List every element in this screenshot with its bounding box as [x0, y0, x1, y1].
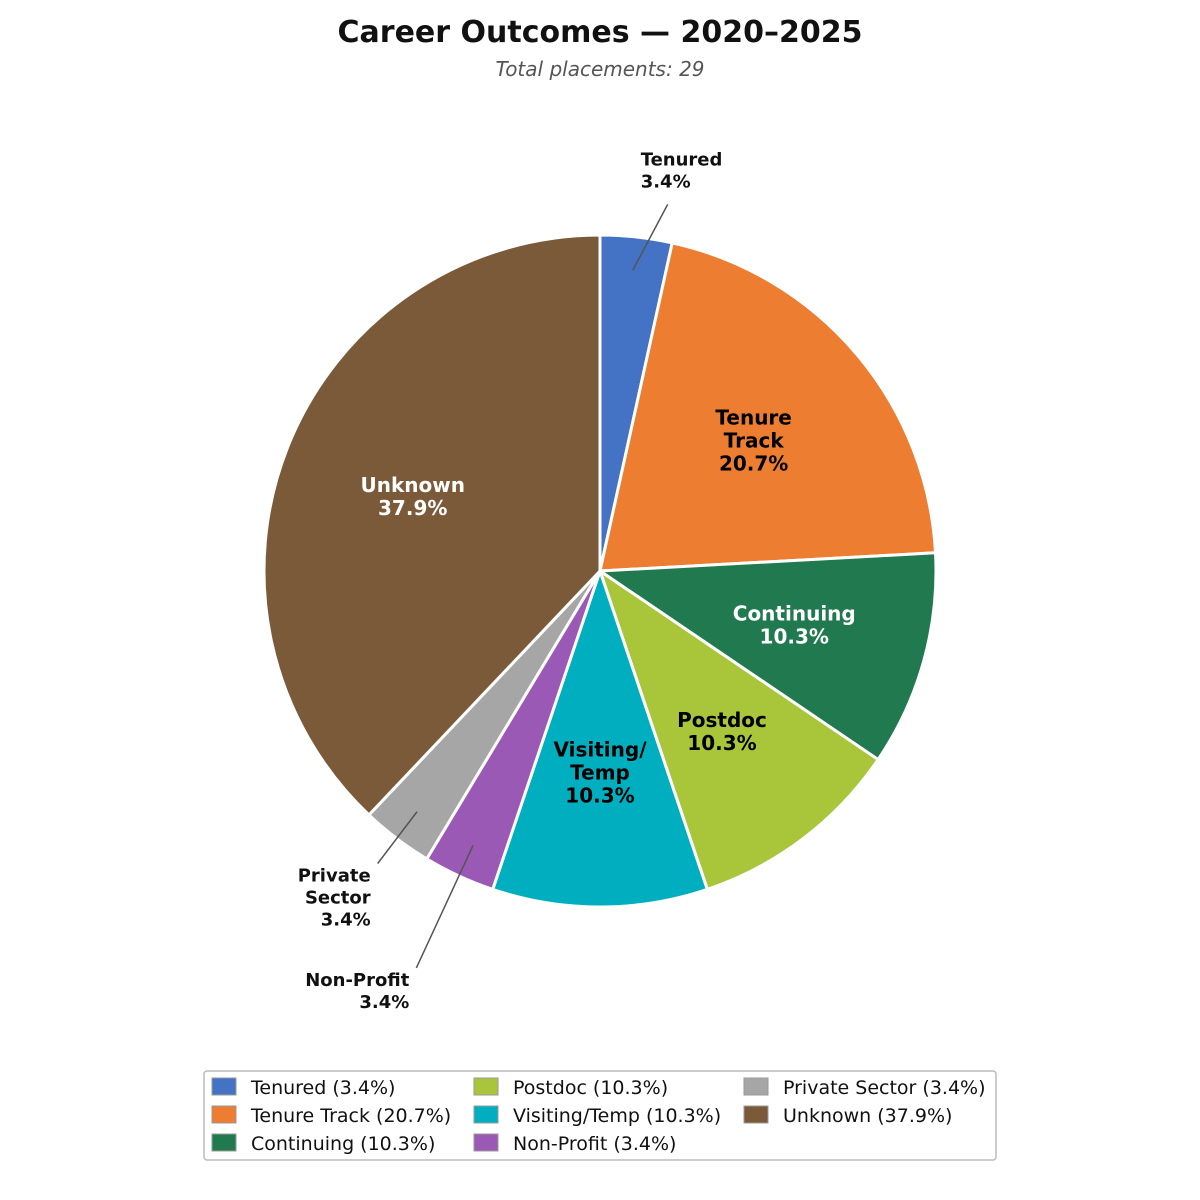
- chart-title: Career Outcomes — 2020–2025: [338, 15, 863, 50]
- pie-slice-tenure-track: [598, 241, 938, 573]
- legend-swatch-visiting-temp: [473, 1105, 499, 1124]
- slice-label-visiting-temp-line: Visiting/: [553, 738, 647, 762]
- slice-label-non-profit-line: Non-Profit: [305, 970, 409, 991]
- legend-label-non-profit: Non-Profit (3.4%): [513, 1133, 676, 1155]
- leader-line-private-sector: [377, 811, 418, 864]
- legend-label-visiting-temp: Visiting/Temp (10.3%): [513, 1105, 721, 1127]
- slice-label-tenure-track-line: Track: [724, 428, 785, 452]
- pie-slice-unknown: [262, 233, 602, 817]
- slice-label-visiting-temp-line: 10.3%: [565, 784, 634, 808]
- slice-label-tenured-line: 3.4%: [641, 171, 691, 192]
- legend-swatch-private-sector: [743, 1077, 769, 1096]
- slice-label-private-sector-line: 3.4%: [321, 909, 371, 930]
- pie-slice-visiting-temp: [491, 569, 709, 909]
- slice-label-postdoc-line: Postdoc: [677, 708, 767, 732]
- legend-label-continuing: Continuing (10.3%): [251, 1133, 435, 1155]
- legend: Tenured (3.4%) Tenure Track (20.7%) Contin…: [203, 1070, 997, 1161]
- slice-labels: Tenured3.4%TenureTrack20.7%Continuing10.…: [298, 149, 856, 1013]
- legend-label-unknown: Unknown (37.9%): [783, 1105, 952, 1127]
- legend-swatch-unknown: [743, 1105, 769, 1124]
- slice-label-continuing-line: Continuing: [733, 601, 856, 625]
- leader-line-non-profit: [415, 845, 474, 969]
- legend-swatch-non-profit: [473, 1133, 499, 1152]
- slice-label-private-sector-line: Sector: [305, 887, 371, 908]
- slice-label-visiting-temp-line: Temp: [570, 761, 630, 785]
- legend-swatch-postdoc: [473, 1077, 499, 1096]
- legend-frame: [203, 1070, 997, 1161]
- legend-swatch-continuing: [211, 1133, 237, 1152]
- legend-swatch-tenure-track: [211, 1105, 237, 1124]
- slice-label-postdoc-line: 10.3%: [687, 731, 756, 755]
- slice-label-unknown-line: 37.9%: [378, 496, 447, 520]
- slice-label-tenure-track-line: Tenure: [715, 405, 791, 429]
- leader-line-tenured: [632, 204, 669, 271]
- pie-slice-postdoc: [598, 569, 880, 891]
- legend-label-tenured: Tenured (3.4%): [250, 1077, 395, 1099]
- slice-label-unknown-line: Unknown: [360, 473, 464, 497]
- slice-label-non-profit-line: 3.4%: [359, 992, 409, 1013]
- legend-label-postdoc: Postdoc (10.3%): [513, 1077, 668, 1099]
- legend-label-private-sector: Private Sector (3.4%): [783, 1077, 986, 1099]
- slice-label-tenure-track-line: 20.7%: [719, 451, 788, 475]
- slice-label-private-sector-line: Private: [298, 865, 371, 886]
- pie-slice-continuing: [598, 551, 938, 762]
- legend-label-tenure-track: Tenure Track (20.7%): [250, 1105, 451, 1127]
- chart-subtitle: Total placements: 29: [495, 57, 704, 81]
- slice-label-tenured-line: Tenured: [641, 149, 723, 170]
- slice-label-continuing-line: 10.3%: [760, 624, 829, 648]
- legend-swatch-tenured: [211, 1077, 237, 1096]
